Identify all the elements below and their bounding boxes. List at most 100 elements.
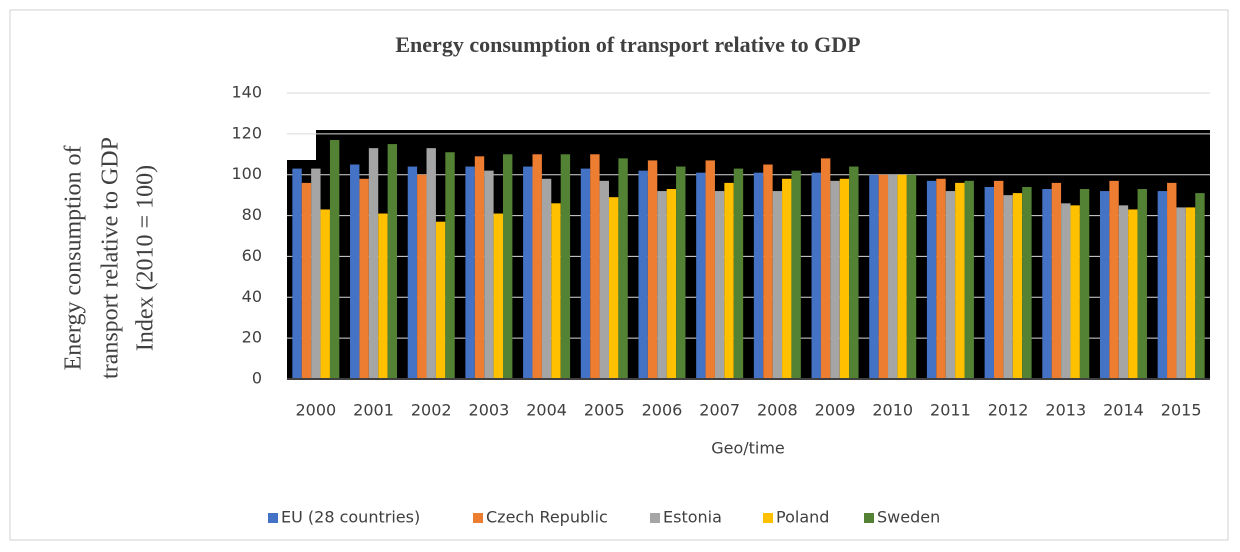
bar <box>435 221 446 379</box>
bar <box>869 174 879 379</box>
bar <box>1167 182 1177 379</box>
bar <box>676 166 686 379</box>
y-tick-label: 20 <box>242 328 262 347</box>
bar <box>753 172 764 379</box>
x-tick-label: 2009 <box>815 401 856 420</box>
bar <box>329 139 340 379</box>
legend-swatch <box>864 513 874 523</box>
bar <box>705 160 715 379</box>
legend-swatch <box>763 513 773 523</box>
legend-label: Czech Republic <box>486 508 608 527</box>
bar <box>474 156 485 379</box>
y-tick-label: 40 <box>242 287 262 306</box>
bar <box>657 191 667 379</box>
bar <box>1079 189 1090 379</box>
legend-label: Poland <box>776 508 829 527</box>
bar <box>1195 193 1205 379</box>
bar <box>551 203 561 379</box>
bar <box>964 180 974 379</box>
bar <box>984 186 994 379</box>
bar <box>647 160 658 379</box>
y-tick-label: 60 <box>242 246 262 265</box>
y-axis-title-line: Energy consumption of <box>61 146 87 371</box>
bar <box>503 154 513 379</box>
bar <box>696 172 706 379</box>
bar <box>523 166 533 379</box>
x-tick-label: 2001 <box>353 401 394 420</box>
bar <box>1022 186 1032 379</box>
x-tick-label: 2006 <box>642 401 683 420</box>
x-tick-label: 2015 <box>1161 401 1202 420</box>
bar <box>1109 180 1119 379</box>
x-tick-label: 2005 <box>584 401 625 420</box>
bar <box>311 168 321 379</box>
y-tick-label: 80 <box>242 205 262 224</box>
bar <box>1185 207 1196 379</box>
bar <box>820 158 831 379</box>
bar <box>1003 195 1013 379</box>
bar <box>465 166 475 379</box>
bar <box>1012 193 1023 379</box>
x-axis-title: Geo/time <box>711 439 785 458</box>
y-tick-label: 0 <box>252 369 262 388</box>
bar <box>724 182 734 379</box>
x-tick-label: 2014 <box>1103 401 1144 420</box>
bar <box>763 164 773 379</box>
bar <box>532 154 542 379</box>
x-tick-label: 2012 <box>988 401 1029 420</box>
x-tick-label: 2004 <box>526 401 567 420</box>
bar <box>638 170 648 379</box>
bar <box>387 144 398 379</box>
bar <box>378 213 388 379</box>
bar <box>926 180 937 379</box>
y-tick-label: 100 <box>231 164 262 183</box>
bar <box>1061 203 1071 379</box>
bar <box>906 174 917 379</box>
bar <box>772 191 783 379</box>
bar <box>426 148 436 379</box>
legend-swatch <box>473 513 483 523</box>
y-axis-title: Energy consumption of transport relative… <box>61 137 159 379</box>
legend-swatch <box>650 513 660 523</box>
x-tick-label: 2002 <box>411 401 452 420</box>
y-axis-title-line: transport relative to GDP <box>98 137 124 379</box>
bar <box>608 197 619 379</box>
legend-label: EU (28 countries) <box>281 508 420 527</box>
bar <box>541 178 552 379</box>
bar <box>811 172 821 379</box>
bar <box>1070 205 1080 379</box>
bar <box>618 158 628 379</box>
bar <box>1099 191 1110 379</box>
bar <box>782 178 792 379</box>
bar <box>993 180 1004 379</box>
bar <box>830 180 840 379</box>
bar <box>849 166 859 379</box>
bar <box>560 154 571 379</box>
bar <box>839 178 850 379</box>
y-tick-label: 140 <box>231 83 262 102</box>
x-tick-label: 2008 <box>757 401 798 420</box>
chart-title: Energy consumption of transport relative… <box>395 32 860 57</box>
x-tick-label: 2007 <box>699 401 740 420</box>
bar <box>368 148 379 379</box>
y-tick-label: 120 <box>231 123 262 142</box>
bar <box>1118 205 1129 379</box>
bar <box>888 174 898 379</box>
bar <box>936 178 946 379</box>
bar <box>590 154 600 379</box>
bar <box>350 164 360 379</box>
bar <box>359 178 369 379</box>
bar <box>292 168 302 379</box>
bar <box>580 168 591 379</box>
bar <box>407 166 418 379</box>
bar <box>733 168 744 379</box>
bar <box>955 182 965 379</box>
bar <box>878 174 889 379</box>
y-axis-title-line: Index (2010 = 100) <box>133 165 159 351</box>
x-tick-label: 2013 <box>1045 401 1086 420</box>
background-artifact <box>287 130 1210 379</box>
legend-swatch <box>268 513 278 523</box>
bar <box>897 174 907 379</box>
bar <box>599 180 609 379</box>
